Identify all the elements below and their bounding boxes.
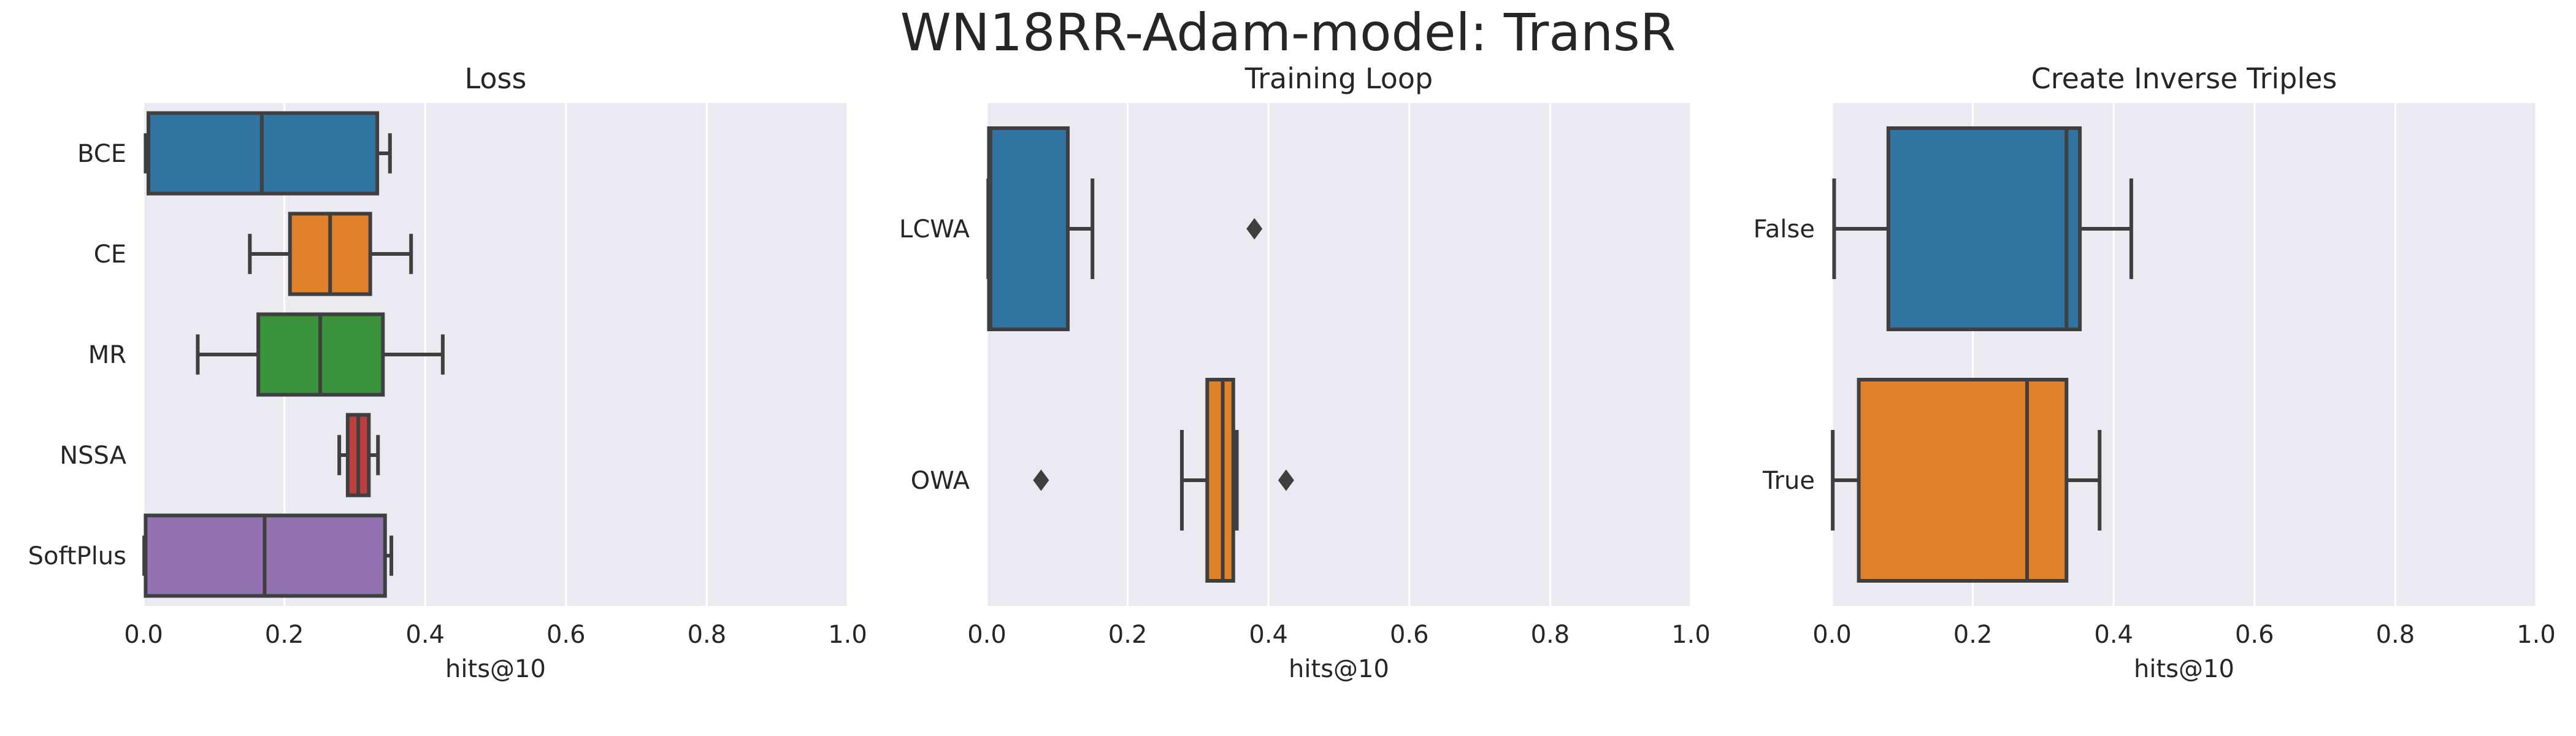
y-tick-label: LCWA bbox=[899, 215, 970, 243]
x-tick-label: 0.0 bbox=[124, 621, 163, 649]
panel-title: Create Inverse Triples bbox=[2031, 62, 2337, 95]
x-tick-label: 0.6 bbox=[1390, 621, 1429, 649]
x-tick-label: 0.8 bbox=[688, 621, 727, 649]
x-tick-label: 1.0 bbox=[828, 621, 867, 649]
box-group: CE bbox=[94, 212, 413, 296]
outlier-point bbox=[1246, 218, 1263, 240]
box bbox=[1857, 378, 2069, 583]
box bbox=[1205, 378, 1235, 583]
box-group: False bbox=[1754, 126, 2133, 331]
y-tick-label: BCE bbox=[77, 140, 126, 168]
x-tick-label: 1.0 bbox=[2517, 621, 2556, 649]
x-tick-label: 0.4 bbox=[1249, 621, 1288, 649]
panel-2: 0.0 0.2 0.4 0.6 0.8 1.0 Training Loop hits@10 LC… bbox=[899, 62, 1711, 683]
x-tick-label: 0.2 bbox=[1108, 621, 1148, 649]
box-group: BCE bbox=[77, 111, 392, 196]
y-tick-label: OWA bbox=[911, 467, 970, 495]
outlier-point bbox=[1033, 469, 1049, 491]
x-tick-label: 0.6 bbox=[2235, 621, 2274, 649]
panel-1: 0.0 0.2 0.4 0.6 0.8 1.0 Loss hits@10 BCE CE MR NSSA… bbox=[28, 62, 867, 683]
figure-title: WN18RR-Adam-model: TransR bbox=[900, 2, 1676, 63]
y-tick-label: NSSA bbox=[59, 442, 126, 470]
box-group: NSSA bbox=[59, 413, 380, 497]
box-group: OWA bbox=[911, 378, 1294, 583]
y-tick-label: True bbox=[1762, 467, 1815, 495]
plot-area bbox=[987, 103, 1691, 606]
x-tick-label: 0.2 bbox=[265, 621, 304, 649]
y-tick-label: SoftPlus bbox=[28, 542, 126, 570]
x-tick-label: 0.0 bbox=[1812, 621, 1852, 649]
panel-3: 0.0 0.2 0.4 0.6 0.8 1.0 Create Inverse Triples… bbox=[1754, 62, 2556, 683]
x-tick-label: 1.0 bbox=[1671, 621, 1711, 649]
box bbox=[1886, 126, 2082, 331]
box-group: SoftPlus bbox=[28, 513, 394, 598]
x-tick-label: 0.6 bbox=[546, 621, 586, 649]
outlier-point bbox=[1278, 469, 1294, 491]
box-group: True bbox=[1762, 378, 2102, 583]
box-group: LCWA bbox=[899, 126, 1263, 331]
x-tick-label: 0.4 bbox=[405, 621, 445, 649]
x-axis-label: hits@10 bbox=[2134, 655, 2234, 683]
x-tick-label: 0.4 bbox=[2094, 621, 2133, 649]
panel-title: Loss bbox=[465, 62, 527, 95]
y-tick-label: MR bbox=[88, 341, 126, 369]
x-tick-label: 0.8 bbox=[1531, 621, 1570, 649]
box bbox=[987, 126, 1070, 331]
y-tick-label: CE bbox=[94, 240, 126, 269]
y-tick-label: False bbox=[1754, 215, 1815, 243]
x-axis-label: hits@10 bbox=[445, 655, 546, 683]
x-tick-label: 0.8 bbox=[2376, 621, 2415, 649]
x-tick-label: 0.2 bbox=[1953, 621, 1993, 649]
x-tick-label: 0.0 bbox=[967, 621, 1006, 649]
box-group: MR bbox=[88, 312, 445, 397]
panel-title: Training Loop bbox=[1244, 62, 1433, 95]
x-axis-label: hits@10 bbox=[1289, 655, 1389, 683]
